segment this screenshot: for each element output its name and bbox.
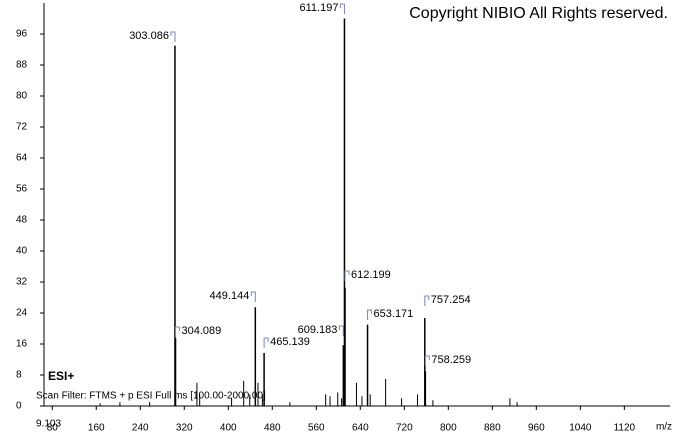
- peak-label: 609.183: [298, 324, 338, 336]
- y-tick-label: 48: [16, 215, 28, 226]
- x-tick-label: 480: [264, 423, 281, 434]
- label-leader: [250, 291, 256, 302]
- peak-label: 757.254: [431, 294, 471, 306]
- peak-label: 653.171: [374, 308, 414, 320]
- x-tick-label: 960: [528, 423, 545, 434]
- y-tick-label: 56: [16, 184, 28, 195]
- label-leader: [338, 325, 344, 336]
- label-leader: [424, 355, 430, 366]
- y-tick-label: 80: [16, 91, 28, 102]
- x-tick-label: 80: [47, 423, 59, 434]
- y-tick-label: 40: [16, 246, 28, 257]
- x-tick-label: 720: [396, 423, 413, 434]
- y-tick-label: 16: [16, 339, 28, 350]
- label-leader: [263, 337, 269, 348]
- annotation: ESI+: [48, 369, 74, 383]
- y-tick-label: 32: [16, 277, 28, 288]
- label-leader: [344, 270, 350, 281]
- y-tick-label: 64: [16, 153, 28, 164]
- chart-title: Copyright NIBIO All Rights reserved.: [409, 5, 668, 22]
- y-tick-label: 88: [16, 60, 28, 71]
- peak-label: 612.199: [351, 269, 391, 281]
- x-tick-label: 640: [352, 423, 369, 434]
- y-tick-label: 24: [16, 308, 28, 319]
- peak-label: 304.089: [182, 325, 222, 337]
- x-tick-label: 400: [220, 423, 237, 434]
- y-tick-label: 8: [16, 370, 22, 381]
- label-leader: [424, 295, 430, 306]
- peak-label: 611.197: [300, 2, 339, 14]
- x-tick-label: 1120: [614, 423, 636, 434]
- annotation: 9.103: [36, 419, 61, 430]
- y-tick-label: 96: [16, 29, 28, 40]
- peak-label: 758.259: [431, 354, 471, 366]
- x-tick-label: 160: [88, 423, 105, 434]
- label-leader: [367, 309, 373, 320]
- label-leader: [339, 3, 345, 14]
- y-tick-label: 0: [16, 401, 22, 412]
- peak-label: 465.139: [270, 336, 310, 348]
- label-leader: [175, 326, 181, 337]
- annotation: Scan Filter: FTMS + p ESI Full ms [100.0…: [36, 391, 266, 402]
- x-tick-label: 800: [440, 423, 457, 434]
- x-tick-label: 320: [176, 423, 193, 434]
- x-tick-label: 880: [484, 423, 501, 434]
- peak-label: 449.144: [210, 290, 250, 302]
- peak-label: 303.086: [129, 30, 169, 42]
- x-tick-label: 240: [132, 423, 149, 434]
- x-axis-label: m/z: [656, 422, 672, 433]
- label-leader: [170, 31, 176, 42]
- x-tick-label: 560: [308, 423, 325, 434]
- y-tick-label: 72: [16, 122, 28, 133]
- x-tick-label: 1040: [569, 423, 592, 434]
